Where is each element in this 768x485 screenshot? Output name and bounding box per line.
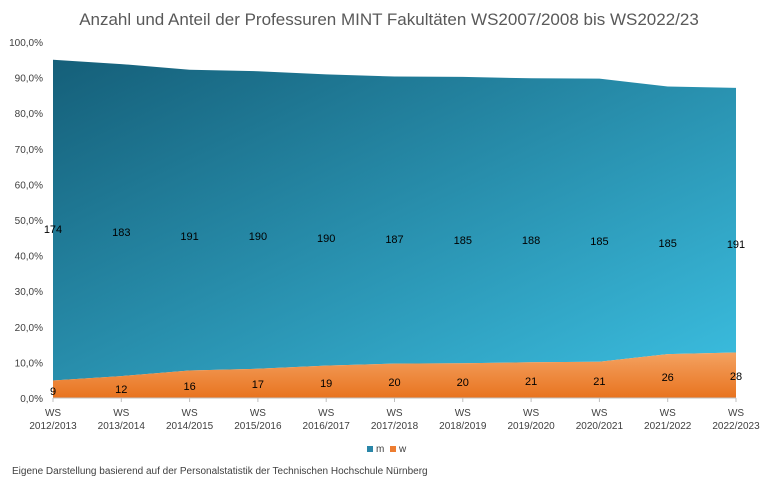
x-axis: WS 2012/2013 WS 2013/2014 WS 2014/2015 WS 2015/… — [29, 397, 760, 432]
data-label-w: 9 — [50, 386, 56, 398]
x-tick-label: WS 2017/2018 — [371, 408, 419, 432]
x-tick-label: WS 2013/2014 — [98, 408, 146, 432]
data-label-m: 191 — [180, 231, 198, 243]
x-tick-label: WS 2012/2013 — [29, 408, 77, 432]
y-tick-label: 20,0% — [15, 323, 43, 334]
data-label-w: 16 — [183, 381, 195, 393]
x-tick-label: WS 2021/2022 — [644, 408, 692, 432]
y-tick-label: 30,0% — [15, 287, 43, 298]
y-tick-label: 10,0% — [15, 358, 43, 369]
data-label-m: 185 — [590, 236, 608, 248]
legend-label-w: w — [398, 444, 407, 455]
x-tick-label: WS 2015/2016 — [234, 408, 282, 432]
chart-title: Anzahl und Anteil der Professuren MINT F… — [79, 10, 699, 29]
y-tick-label: 70,0% — [15, 145, 43, 156]
data-label-w: 21 — [525, 376, 537, 388]
x-tick-label: WS 2014/2015 — [166, 408, 214, 432]
data-label-w: 21 — [593, 376, 605, 388]
data-label-w: 12 — [115, 384, 127, 396]
y-tick-label: 90,0% — [15, 74, 43, 85]
data-labels: 174 183 191 190 190 187 185 188 185 185 191 9 12 16 17… — [44, 224, 745, 398]
legend-swatch-w — [390, 446, 396, 452]
data-label-m: 185 — [454, 235, 472, 247]
y-tick-label: 40,0% — [15, 252, 43, 263]
y-axis: 0,0% 10,0% 20,0% 30,0% 40,0% 50,0% 60,0% 70,0% 8… — [9, 38, 43, 405]
data-label-w: 19 — [320, 378, 332, 390]
y-tick-label: 50,0% — [15, 216, 43, 227]
y-tick-label: 80,0% — [15, 109, 43, 120]
x-tick-label: WS 2018/2019 — [439, 408, 487, 432]
data-label-m: 190 — [249, 231, 267, 243]
data-label-w: 20 — [388, 377, 400, 389]
data-label-m: 190 — [317, 233, 335, 245]
data-label-m: 183 — [112, 227, 130, 239]
legend-swatch-m — [367, 446, 373, 452]
data-label-w: 20 — [457, 377, 469, 389]
y-tick-label: 60,0% — [15, 180, 43, 191]
data-label-w: 17 — [252, 379, 264, 391]
x-tick-label: WS 2022/2023 — [712, 408, 760, 432]
plot-areas — [53, 59, 736, 398]
source-note: Eigene Darstellung basierend auf der Per… — [12, 466, 428, 477]
data-label-m: 187 — [385, 234, 403, 246]
data-label-m: 185 — [659, 238, 677, 250]
area-m — [53, 59, 736, 381]
x-tick-label: WS 2019/2020 — [507, 408, 555, 432]
area-w — [53, 352, 736, 398]
legend-label-m: m — [376, 444, 384, 455]
y-tick-label: 100,0% — [9, 38, 43, 49]
data-label-w: 28 — [730, 371, 742, 383]
data-label-m: 174 — [44, 224, 62, 236]
data-label-m: 188 — [522, 235, 540, 247]
y-tick-label: 0,0% — [20, 394, 43, 405]
x-tick-label: WS 2016/2017 — [303, 408, 351, 432]
x-tick-label: WS 2020/2021 — [576, 408, 624, 432]
data-label-w: 26 — [662, 372, 674, 384]
data-label-m: 191 — [727, 239, 745, 251]
